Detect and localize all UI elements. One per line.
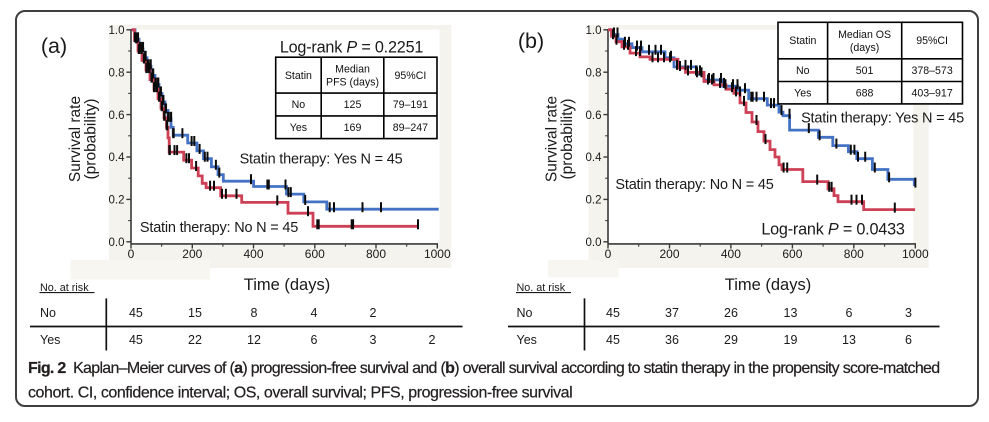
- svg-text:200: 200: [659, 247, 679, 261]
- svg-text:2: 2: [429, 333, 436, 347]
- svg-text:3: 3: [905, 306, 912, 320]
- svg-text:29: 29: [724, 333, 738, 347]
- svg-text:0: 0: [605, 247, 612, 261]
- svg-text:No. at risk: No. at risk: [517, 282, 566, 294]
- svg-text:169: 169: [344, 122, 362, 134]
- svg-text:Yes: Yes: [517, 333, 537, 347]
- svg-text:Time (days): Time (days): [244, 276, 330, 294]
- svg-text:12: 12: [247, 333, 261, 347]
- svg-text:45: 45: [129, 333, 143, 347]
- svg-text:89–247: 89–247: [393, 122, 428, 134]
- svg-text:0.6: 0.6: [586, 110, 602, 122]
- svg-text:36: 36: [665, 333, 679, 347]
- svg-text:Statin therapy: No N = 45: Statin therapy: No N = 45: [615, 177, 773, 193]
- svg-text:0.8: 0.8: [586, 67, 602, 79]
- svg-text:No: No: [796, 65, 810, 77]
- svg-text:13: 13: [842, 333, 856, 347]
- svg-text:8: 8: [251, 306, 258, 320]
- svg-text:95%CI: 95%CI: [395, 70, 427, 82]
- svg-text:26: 26: [724, 306, 738, 320]
- svg-text:3: 3: [370, 333, 377, 347]
- svg-text:0.4: 0.4: [109, 152, 126, 164]
- svg-text:6: 6: [311, 333, 318, 347]
- svg-text:19: 19: [784, 333, 798, 347]
- svg-text:(a): (a): [41, 34, 67, 58]
- svg-text:37: 37: [665, 306, 679, 320]
- svg-text:0.2: 0.2: [109, 195, 125, 207]
- svg-text:1000: 1000: [902, 247, 929, 261]
- svg-text:13: 13: [784, 306, 798, 320]
- svg-text:0.2: 0.2: [586, 195, 602, 207]
- svg-text:Statin: Statin: [285, 70, 312, 82]
- svg-text:125: 125: [344, 99, 362, 111]
- svg-text:45: 45: [129, 306, 143, 320]
- svg-text:45: 45: [606, 306, 620, 320]
- svg-text:45: 45: [606, 333, 620, 347]
- svg-text:No. at risk: No. at risk: [40, 282, 89, 294]
- svg-text:688: 688: [856, 87, 874, 99]
- svg-text:Median OS: Median OS: [838, 29, 891, 41]
- svg-text:6: 6: [846, 306, 853, 320]
- svg-text:Log-rank P = 0.2251: Log-rank P = 0.2251: [280, 38, 424, 56]
- svg-text:600: 600: [782, 247, 802, 261]
- svg-text:No: No: [292, 99, 306, 111]
- svg-text:Survival rate: Survival rate: [544, 96, 561, 182]
- svg-text:Statin therapy: No N = 45: Statin therapy: No N = 45: [140, 220, 298, 236]
- svg-text:Statin: Statin: [789, 35, 816, 47]
- svg-text:Yes: Yes: [794, 87, 811, 99]
- svg-text:800: 800: [844, 247, 864, 261]
- svg-text:15: 15: [188, 306, 202, 320]
- svg-text:0.0: 0.0: [586, 237, 602, 249]
- svg-text:0.0: 0.0: [109, 237, 125, 249]
- svg-text:(probability): (probability): [83, 99, 100, 180]
- svg-text:0.6: 0.6: [109, 110, 125, 122]
- svg-text:Yes: Yes: [290, 122, 307, 134]
- svg-text:2: 2: [370, 306, 377, 320]
- svg-text:378–573: 378–573: [911, 65, 952, 77]
- svg-text:Statin therapy: Yes N = 45: Statin therapy: Yes N = 45: [801, 111, 964, 127]
- svg-text:Median: Median: [335, 63, 370, 75]
- svg-text:1.0: 1.0: [586, 25, 602, 37]
- svg-text:PFS (days): PFS (days): [326, 76, 379, 88]
- svg-text:Time (days): Time (days): [725, 276, 811, 294]
- svg-text:1000: 1000: [424, 247, 451, 261]
- svg-text:4: 4: [311, 306, 318, 320]
- svg-text:600: 600: [305, 247, 325, 261]
- svg-text:No: No: [40, 306, 56, 320]
- svg-text:800: 800: [366, 247, 386, 261]
- svg-text:No: No: [517, 306, 533, 320]
- svg-text:Yes: Yes: [40, 333, 60, 347]
- svg-text:Statin therapy: Yes N = 45: Statin therapy: Yes N = 45: [240, 152, 403, 168]
- svg-text:Survival rate: Survival rate: [67, 96, 84, 182]
- svg-text:501: 501: [856, 65, 874, 77]
- svg-text:0.8: 0.8: [109, 67, 125, 79]
- svg-text:22: 22: [188, 333, 202, 347]
- svg-text:6: 6: [905, 333, 912, 347]
- svg-text:95%CI: 95%CI: [916, 35, 948, 47]
- svg-text:(days): (days): [850, 42, 879, 54]
- svg-text:(b): (b): [518, 29, 544, 53]
- svg-text:cohort. CI, confidence interva: cohort. CI, confidence interval; OS, ove…: [28, 384, 572, 401]
- svg-text:79–191: 79–191: [393, 99, 428, 111]
- svg-text:403–917: 403–917: [911, 87, 952, 99]
- svg-text:1.0: 1.0: [109, 25, 125, 37]
- svg-text:(probability): (probability): [559, 99, 576, 180]
- svg-text:400: 400: [721, 247, 741, 261]
- svg-text:0.4: 0.4: [586, 152, 603, 164]
- svg-text:Log-rank P = 0.0433: Log-rank P = 0.0433: [761, 221, 905, 239]
- svg-text:200: 200: [182, 247, 202, 261]
- svg-text:Fig. 2 Kaplan–Meier curves of: Fig. 2 Kaplan–Meier curves of (a) progre…: [28, 360, 939, 377]
- svg-text:0: 0: [128, 247, 135, 261]
- svg-text:400: 400: [243, 247, 263, 261]
